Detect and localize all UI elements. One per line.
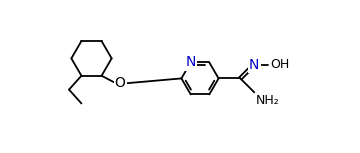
Text: O: O	[115, 76, 126, 90]
Text: NH₂: NH₂	[256, 94, 280, 107]
Text: OH: OH	[270, 58, 290, 71]
Text: N: N	[249, 58, 260, 72]
Text: N: N	[185, 55, 196, 69]
